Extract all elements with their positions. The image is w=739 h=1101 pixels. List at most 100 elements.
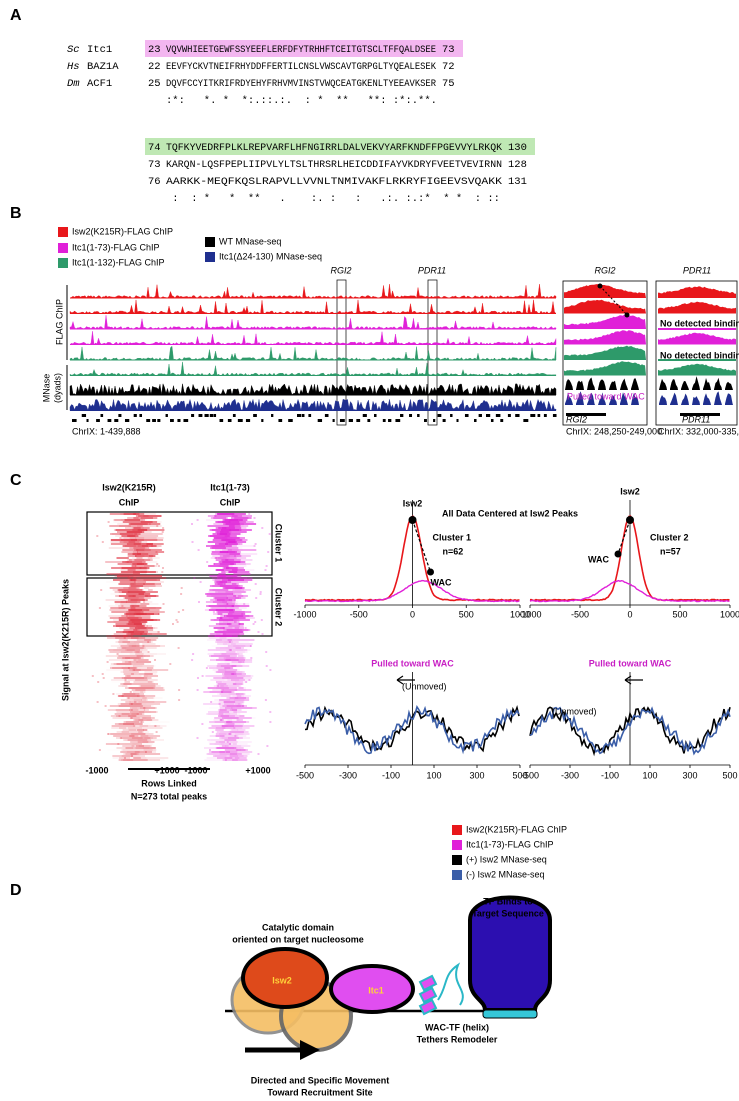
heatmap-cell <box>223 577 253 579</box>
coordinate: ChrIX: 248,250-249,000 <box>566 426 662 436</box>
heatmap-cell <box>220 653 227 655</box>
heatmap-cell <box>219 737 239 739</box>
protein: Itc1 <box>87 44 112 56</box>
heatmap-cell <box>238 655 244 657</box>
heatmap-cell <box>217 533 228 535</box>
heatmap-cell <box>222 587 225 589</box>
tick-label: -500 <box>521 770 539 780</box>
gene <box>537 414 541 417</box>
isw2-shape <box>241 947 329 1009</box>
heatmap-cell <box>126 697 147 699</box>
heatmap-cell <box>172 623 174 625</box>
heatmap-cell <box>123 541 140 543</box>
gene <box>227 419 232 422</box>
heatmap-cell <box>126 751 156 753</box>
heatmap-cell <box>113 621 135 623</box>
heatmap-cell <box>199 581 202 583</box>
legend-swatch <box>205 237 215 247</box>
heatmap-cell <box>216 747 236 749</box>
heatmap-cell <box>229 611 252 613</box>
coordinate: ChrIX: 332,000-335,000 <box>658 426 739 436</box>
heatmap-cell <box>147 727 154 729</box>
heatmap-cell <box>216 639 222 641</box>
cluster-box <box>86 511 273 576</box>
zoom-track <box>658 286 736 298</box>
annotation: Cluster 2 <box>650 532 689 542</box>
heatmap-cell <box>215 569 245 571</box>
heatmap-cell <box>133 547 150 549</box>
heatmap-cell <box>211 551 237 553</box>
legend-label: Isw2(K215R)-FLAG ChIP <box>72 226 173 236</box>
heatmap-cell <box>121 695 124 697</box>
heatmap-cell <box>133 757 141 759</box>
gene <box>183 419 189 422</box>
heatmap-cell <box>254 583 257 585</box>
heatmap-cell <box>212 601 228 603</box>
heatmap-cell <box>229 525 249 527</box>
heatmap-cell <box>128 587 136 589</box>
gene <box>324 414 329 417</box>
heatmap-cell <box>210 679 239 681</box>
heatmap-cell <box>220 743 248 745</box>
heatmap-cell <box>213 627 225 629</box>
heatmap-cell <box>108 615 141 617</box>
heatmap-cell <box>126 593 151 595</box>
heatmap-cell <box>143 709 149 711</box>
heatmap-cell <box>207 665 236 667</box>
heatmap-cell <box>149 555 154 557</box>
heatmap-cell <box>216 557 247 559</box>
heatmap-cell <box>122 521 153 523</box>
tick-label: 300 <box>469 770 484 780</box>
heatmap-cell <box>233 579 236 581</box>
heatmap-cell <box>216 531 229 533</box>
zoom-track <box>564 345 646 360</box>
heatmap-cell <box>233 595 248 597</box>
heatmap-cell <box>238 687 244 689</box>
heatmap-cell <box>207 525 235 527</box>
heatmap-cell <box>211 545 225 547</box>
heatmap-cell <box>218 611 235 613</box>
heatmap-cell <box>118 619 154 621</box>
zoom-track <box>565 392 573 405</box>
annotation: WAC <box>588 554 609 564</box>
annotation: n=57 <box>660 546 681 556</box>
heatmap-cell <box>208 565 229 567</box>
heatmap-cell <box>138 685 161 687</box>
heatmap-cell <box>222 725 234 727</box>
legend-label: Itc1(1-73)-FLAG ChIP <box>466 839 554 849</box>
heatmap-cell <box>125 701 131 703</box>
heatmap-cell <box>217 671 235 673</box>
residue-number: 23 <box>148 44 161 56</box>
heatmap-cell <box>117 695 139 697</box>
tick-label: 500 <box>512 770 527 780</box>
panel-label: B <box>10 205 22 222</box>
heatmap-cell <box>118 639 128 641</box>
heatmap-cell <box>235 693 246 695</box>
sequence: EEVFYCKVTNEIFRHYDDFFERTILCNSLVWSCAVTGRPG… <box>166 61 437 73</box>
heatmap-cell <box>232 759 248 761</box>
heatmap-cell <box>137 729 144 731</box>
heatmap-cell <box>162 527 165 529</box>
heatmap-cell <box>230 563 246 565</box>
heatmap-cell <box>134 679 158 681</box>
heatmap-cell <box>216 641 239 643</box>
gene <box>118 414 122 417</box>
heatmap-cell <box>96 535 99 537</box>
zoom-track <box>725 381 733 390</box>
heatmap-cell <box>129 559 153 561</box>
heatmap-cell <box>129 585 156 587</box>
helix <box>418 974 438 1016</box>
heatmap-cell <box>206 519 234 521</box>
heatmap-cell <box>123 689 128 691</box>
heatmap-cell <box>125 747 156 749</box>
heatmap-cell <box>218 543 243 545</box>
zoom-track <box>658 301 736 314</box>
heatmap-cell <box>161 571 164 573</box>
heatmap-cell <box>224 749 248 751</box>
heatmap-cell <box>233 727 250 729</box>
heatmap-cell <box>119 573 147 575</box>
heatmap-cell <box>218 527 235 529</box>
heatmap-cell <box>118 641 151 643</box>
gene <box>478 414 482 417</box>
heatmap-cell <box>253 545 256 547</box>
